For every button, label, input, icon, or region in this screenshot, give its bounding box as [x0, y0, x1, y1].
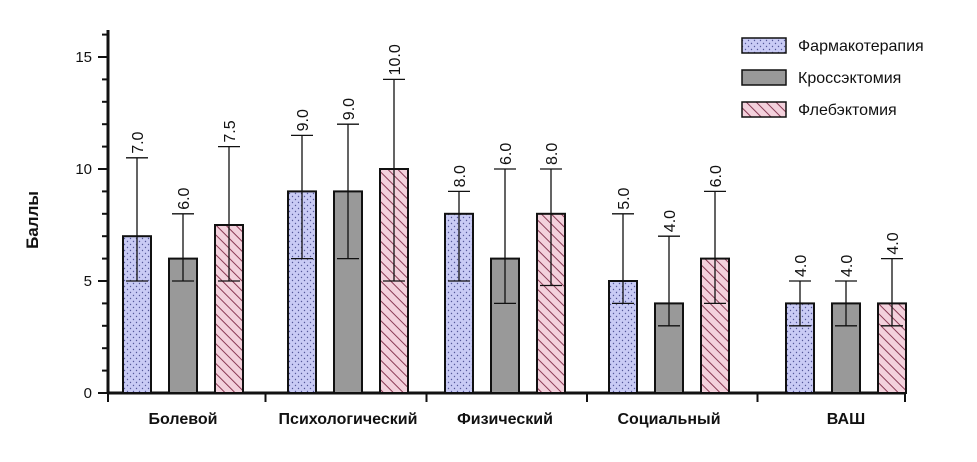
- data-label: 6.0: [708, 165, 725, 187]
- x-category-label: Социальный: [617, 411, 720, 428]
- y-tick-label: 0: [84, 385, 92, 402]
- legend-entry: Фармакотерапия: [798, 38, 924, 55]
- data-label: 8.0: [452, 165, 469, 187]
- data-label: 9.0: [295, 109, 312, 131]
- data-label: 7.5: [222, 120, 239, 142]
- legend-swatch: [741, 69, 787, 86]
- data-label: 9.0: [341, 98, 358, 120]
- data-label: 8.0: [544, 143, 561, 165]
- data-label: 4.0: [793, 255, 810, 277]
- plot-area: 0 5 10 15 Болевой Психологический Физический Со…: [75, 30, 907, 428]
- x-category-label: Физический: [457, 411, 553, 428]
- data-label: 6.0: [176, 187, 193, 209]
- data-label: 5.0: [616, 187, 633, 209]
- data-label: 10.0: [387, 44, 404, 75]
- legend-entry: Флебэктомия: [798, 102, 897, 119]
- y-tick-label: 15: [75, 49, 92, 66]
- data-label: 4.0: [839, 255, 856, 277]
- y-axis-label: Баллы: [23, 191, 42, 249]
- legend: Фармакотерапия Кроссэктомия Флебэктомия: [741, 37, 924, 119]
- legend-swatch: [741, 37, 787, 54]
- data-label: 4.0: [662, 210, 679, 232]
- x-category-label: ВАШ: [827, 411, 865, 428]
- data-label: 4.0: [885, 232, 902, 254]
- legend-swatch: [741, 101, 787, 118]
- data-label: 6.0: [498, 143, 515, 165]
- legend-entry: Кроссэктомия: [798, 70, 901, 87]
- x-category-label: Психологический: [279, 411, 418, 428]
- x-category-label: Болевой: [149, 411, 218, 428]
- y-tick-label: 5: [84, 273, 92, 290]
- data-label: 7.0: [130, 131, 147, 153]
- y-tick-label: 10: [75, 161, 92, 178]
